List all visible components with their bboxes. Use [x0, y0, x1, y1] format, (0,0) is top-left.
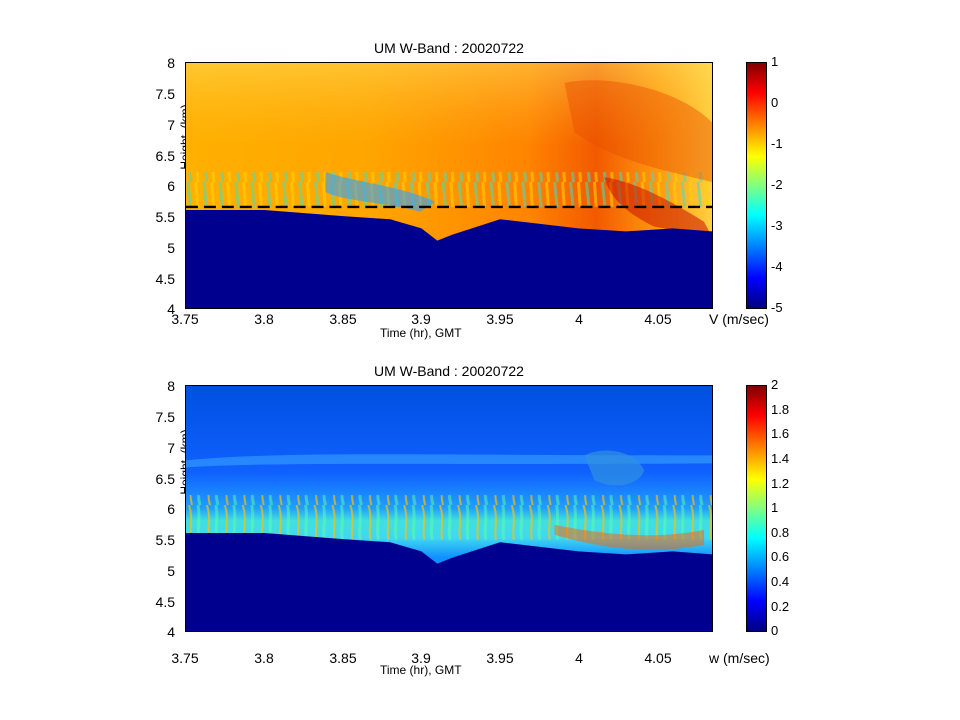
y-tick: 8: [167, 55, 175, 71]
x-tick: 3.8: [254, 311, 274, 327]
width-heatmap: [185, 385, 713, 632]
y-tick: 4: [167, 624, 175, 640]
colorbar-tick: 0.2: [771, 599, 790, 614]
echo-free-region: [186, 210, 712, 308]
upper-patch: [584, 450, 645, 486]
y-tick: 6.5: [155, 471, 175, 487]
red-upper-region: [564, 80, 712, 183]
colorbar-tick: -1: [771, 136, 783, 151]
velocity-heatmap-svg: [186, 63, 712, 308]
y-tick: 7.5: [155, 86, 175, 102]
x-tick: 3.95: [486, 650, 514, 666]
x-tick: 3.9: [411, 650, 431, 666]
x-tick: 4.05: [644, 311, 672, 327]
colorbar-tick: 1: [771, 500, 779, 515]
y-tick: 4: [167, 301, 175, 317]
y-tick: 7: [167, 117, 175, 133]
colorbar-tick: -3: [771, 218, 783, 233]
y-tick: 7: [167, 440, 175, 456]
blue-streak-left: [325, 172, 436, 212]
spectral-width-panel: UM W-Band : 20020722 Height, (km): [0, 360, 960, 720]
colorbar-label: V (m/sec): [709, 311, 769, 327]
y-tick: 6: [167, 501, 175, 517]
colorbar-tick: 1.4: [771, 451, 790, 466]
y-tick: 4.5: [155, 594, 175, 610]
colorbar-tick: 1.2: [771, 476, 790, 491]
velocity-colorbar: [746, 62, 767, 309]
chart-title: UM W-Band : 20020722: [374, 40, 524, 56]
width-heatmap-svg: [186, 386, 712, 631]
chart-title: UM W-Band : 20020722: [374, 363, 524, 379]
x-tick: 3.95: [486, 311, 514, 327]
x-tick: 4: [575, 311, 583, 327]
x-tick: 3.75: [171, 311, 199, 327]
y-tick: 6: [167, 178, 175, 194]
echo-free-region: [186, 533, 712, 631]
colorbar-tick: 0: [771, 95, 779, 110]
colorbar-tick: 0: [771, 623, 779, 638]
colorbar-tick: 0.8: [771, 525, 790, 540]
x-tick: 4: [575, 650, 583, 666]
colorbar-tick: -4: [771, 259, 783, 274]
y-tick: 4.5: [155, 271, 175, 287]
x-axis-label: Time (hr), GMT: [380, 326, 462, 340]
x-tick: 3.8: [254, 650, 274, 666]
colorbar-tick: 1.8: [771, 402, 790, 417]
y-tick: 5.5: [155, 209, 175, 225]
x-tick: 3.75: [171, 650, 199, 666]
colorbar-tick: 2: [771, 377, 779, 392]
colorbar-tick: 1: [771, 54, 779, 69]
width-colorbar: [746, 385, 767, 632]
y-tick: 7.5: [155, 409, 175, 425]
colorbar-tick: 1.6: [771, 426, 790, 441]
turbulent-band: [186, 495, 712, 540]
y-tick: 6.5: [155, 148, 175, 164]
x-axis-label: Time (hr), GMT: [380, 663, 462, 677]
upper-layer-band: [186, 454, 712, 468]
velocity-heatmap: [185, 62, 713, 309]
x-tick: 4.05: [644, 650, 672, 666]
colorbar-tick: -2: [771, 177, 783, 192]
y-tick: 8: [167, 378, 175, 394]
y-tick: 5.5: [155, 532, 175, 548]
x-tick: 3.9: [411, 311, 431, 327]
y-tick: 5: [167, 563, 175, 579]
colorbar-tick: 0.6: [771, 549, 790, 564]
colorbar-tick: -5: [771, 300, 783, 315]
x-tick: 3.85: [329, 650, 357, 666]
colorbar-label: w (m/sec): [709, 650, 770, 666]
high-width-streak: [554, 524, 705, 550]
colorbar-tick: 0.4: [771, 574, 790, 589]
velocity-panel: UM W-Band : 20020722 Height, (km): [155, 40, 783, 340]
x-tick: 3.85: [329, 311, 357, 327]
y-tick: 5: [167, 240, 175, 256]
